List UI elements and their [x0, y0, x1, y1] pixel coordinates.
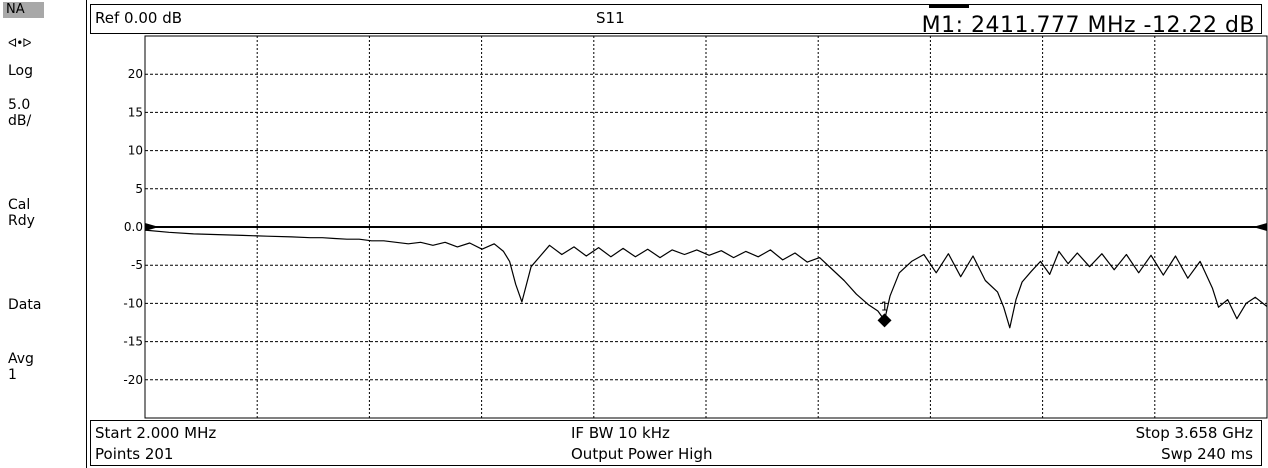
measurement-header: Ref 0.00 dB S11 M1: 2411.777 MHz -12.22 … — [90, 4, 1262, 38]
rpg-knob-icon: ᐊ•ᐅ — [8, 36, 32, 50]
y-tick-label: 20 — [128, 67, 143, 81]
y-tick-label: 0.0 — [124, 220, 143, 234]
stop-frequency: Stop 3.658 GHz — [1135, 424, 1253, 442]
measurement-title: S11 — [596, 9, 625, 27]
y-tick-label: -15 — [123, 335, 143, 349]
grid-lines — [145, 36, 1267, 418]
reference-arrow-left — [145, 223, 159, 231]
if-bandwidth: IF BW 10 kHz — [571, 424, 670, 442]
sweep-footer: Start 2.000 MHz Points 201 IF BW 10 kHz … — [90, 420, 1262, 466]
trace-layer — [144, 229, 1268, 329]
trace-line — [144, 229, 1268, 329]
mode-tag: NA — [3, 2, 44, 18]
y-tick-label: 10 — [128, 144, 143, 158]
cal-status-line2: Rdy — [8, 213, 35, 229]
active-entry-indicator — [929, 5, 969, 8]
output-power: Output Power High — [571, 445, 713, 463]
marker-readout: M1: 2411.777 MHz -12.22 dB — [921, 13, 1255, 38]
marker-diamond — [877, 313, 892, 328]
y-tick-labels: 20 15 10 5 0.0 -5 -10 -15 -20 — [123, 67, 143, 387]
y-tick-label: 5 — [135, 182, 143, 196]
format-label: Log — [8, 63, 34, 79]
y-tick-label: 15 — [128, 105, 143, 119]
reference-arrow-right — [1253, 223, 1267, 231]
data-label: Data — [8, 297, 42, 313]
points-count: Points 201 — [95, 445, 174, 463]
start-frequency: Start 2.000 MHz — [95, 424, 217, 442]
scale-value: 5.0 — [8, 97, 31, 113]
y-tick-label: -20 — [123, 373, 143, 387]
annunciator-column: NA ᐊ•ᐅ Log 5.0 dB/ Cal Rdy Data Avg 1 — [0, 0, 87, 468]
cal-status-line1: Cal — [8, 197, 31, 213]
y-tick-label: -10 — [123, 296, 143, 310]
reference-line — [145, 223, 1267, 231]
y-tick-label: -5 — [131, 258, 143, 272]
sweep-time: Swp 240 ms — [1161, 445, 1253, 463]
scale-unit: dB/ — [8, 113, 32, 129]
marker-layer: 1 — [877, 299, 892, 328]
averaging-label: Avg — [8, 351, 34, 367]
reference-level: Ref 0.00 dB — [95, 9, 183, 27]
marker-label: 1 — [881, 299, 889, 313]
averaging-count: 1 — [8, 367, 17, 383]
